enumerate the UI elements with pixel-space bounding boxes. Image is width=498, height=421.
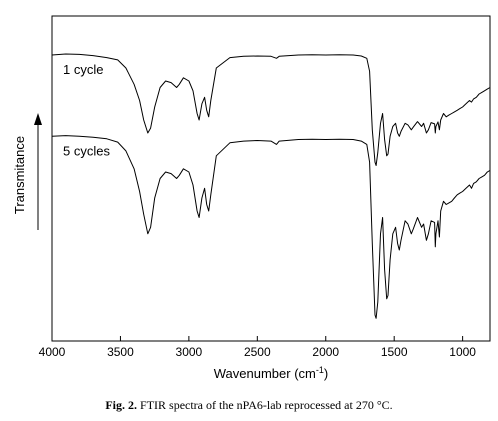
x-tick-label: 2000	[312, 345, 339, 359]
series-label-1: 1 cycle	[63, 62, 103, 77]
y-axis-label-group: Transmitance	[12, 136, 27, 214]
ftir-chart: 1 cycle 5 cycles 4000 3500 3000 2500 2000 1500…	[12, 15, 491, 381]
x-tick-label: 2500	[244, 345, 271, 359]
figure-caption-label: Fig. 2.	[105, 398, 138, 412]
x-axis-ticks: 4000 3500 3000 2500 2000 1500 1000	[39, 336, 476, 359]
series-labels: 1 cycle 5 cycles	[63, 62, 110, 159]
y-axis-arrow-head	[34, 113, 42, 125]
x-tick-label: 3000	[176, 345, 203, 359]
series-line-2	[51, 135, 491, 319]
x-axis-label: Wavenumber (cm-1)	[214, 365, 328, 381]
x-axis-label-close: )	[324, 366, 328, 381]
series-label-2: 5 cycles	[63, 144, 110, 159]
y-axis-label: Transmitance	[12, 136, 27, 214]
x-tick-label: 1500	[381, 345, 408, 359]
x-tick-label: 3500	[107, 345, 134, 359]
spectra-group	[51, 53, 491, 319]
x-tick-label: 1000	[449, 345, 476, 359]
figure-caption-text: FTIR spectra of the nPA6-lab reprocessed…	[137, 398, 393, 412]
figure-caption: Fig. 2. FTIR spectra of the nPA6-lab rep…	[0, 398, 498, 413]
x-tick-label: 4000	[39, 345, 66, 359]
series-line-1	[51, 53, 491, 166]
plot-frame	[51, 15, 491, 342]
x-axis-label-superscript: -1	[316, 365, 324, 375]
x-axis-label-text: Wavenumber (cm	[214, 366, 316, 381]
